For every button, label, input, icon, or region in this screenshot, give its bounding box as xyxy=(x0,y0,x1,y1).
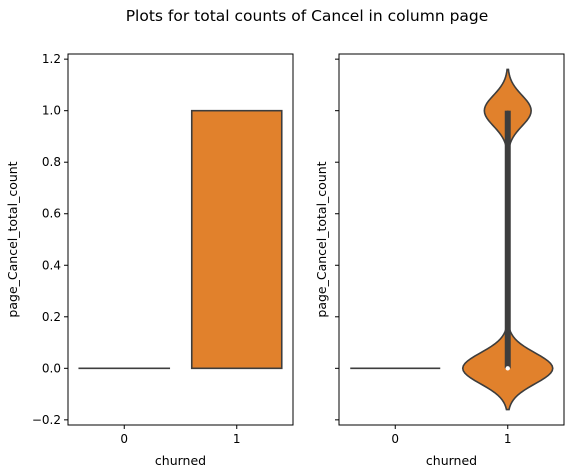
axes-frame xyxy=(338,53,565,426)
figure-title: Plots for total counts of Cancel in colu… xyxy=(126,7,489,25)
y-tick-label-0: −0.2 xyxy=(32,413,61,427)
x-tick-label-0: 0 xyxy=(120,432,128,446)
y-axis-label: page_Cancel_total_count xyxy=(5,161,20,317)
y-tick-label-2: 0.2 xyxy=(42,310,61,324)
y-tick-label-7: 1.2 xyxy=(42,52,61,66)
x-tick-label-0: 0 xyxy=(391,432,399,446)
x-axis-label: churned xyxy=(426,453,477,468)
violin-1-iqr-box xyxy=(504,110,511,369)
axes-frame xyxy=(67,53,294,426)
bar-1 xyxy=(190,109,283,370)
violin-1-median xyxy=(505,366,510,371)
x-tick-label-1: 1 xyxy=(233,432,241,446)
y-tick-label-4: 0.6 xyxy=(42,207,61,221)
x-tick-label-1: 1 xyxy=(504,432,512,446)
y-tick-label-6: 1.0 xyxy=(42,104,61,118)
right-violin-chart: 0 1 churned page_Cancel_total_count xyxy=(314,53,565,468)
y-tick-label-3: 0.4 xyxy=(42,258,61,272)
x-axis-label: churned xyxy=(155,453,206,468)
y-axis-label: page_Cancel_total_count xyxy=(314,161,329,317)
y-tick-label-1: 0.0 xyxy=(42,361,61,375)
left-bar-chart: −0.2 0.0 0.2 0.4 0.6 0.8 1.0 1.2 0 1 churned page_C… xyxy=(5,52,294,468)
y-tick-label-5: 0.8 xyxy=(42,155,61,169)
